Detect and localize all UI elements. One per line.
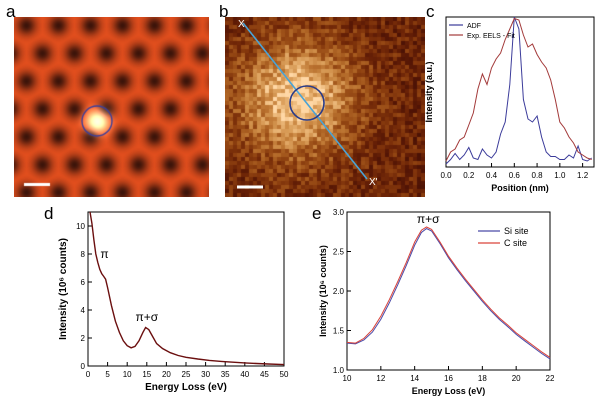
series-line-2 [445,17,592,162]
x-tick-label: 40 [240,370,249,379]
x-tick-label: 20 [512,374,521,383]
x-tick-label: 0.6 [509,171,521,180]
chart-e: 10 12 14 16 18 20 22 1.0 1.5 2.0 2.5 3.0 Energy Loss… [318,208,555,396]
panel-label-e: e [312,204,322,223]
y-tick-label: 10 [76,222,85,231]
x-tick-label: 15 [142,370,151,379]
x-tick-label: 22 [546,374,555,383]
x-tick-label: 18 [478,374,487,383]
x-tick-label: 50 [280,370,289,379]
y-axis-label: Intensity (a.u.) [424,61,434,122]
x-axis-label: Position (nm) [491,183,549,193]
plot-frame [445,16,595,168]
panel-label-d: d [44,204,54,223]
series-line-1 [346,228,551,360]
y-tick-label: 2 [81,334,86,343]
y-tick-label: 0 [81,362,86,371]
series-line-1 [445,16,592,165]
chart-c: 0.0 0.2 0.4 0.6 0.8 1.0 1.2 Position (nm) Intens… [424,16,595,193]
x-tick-label: 0 [86,370,91,379]
x-tick-label: 35 [221,370,230,379]
panel-label-b: b [219,2,229,21]
x-tick-label: 0.8 [532,171,544,180]
linescan-line [242,22,368,180]
x-tick-label: 25 [182,370,191,379]
annotation: π+σ [417,212,440,226]
x-tick-label: 12 [376,374,385,383]
adf-image [14,17,209,197]
x-tick-label: 10 [343,374,352,383]
y-tick-label: 8 [81,250,86,259]
x-tick-label: 10 [123,370,132,379]
y-tick-label: 3.0 [333,208,345,217]
y-axis-label: Intensity (10⁶ counts) [58,238,69,340]
site-marker-circle [289,85,325,121]
x-axis-label: Energy Loss (eV) [412,386,486,396]
x-tick-label: 16 [444,374,453,383]
series-line-1 [89,211,285,366]
plot-frame [87,211,285,367]
y-tick-label: 1.5 [333,327,345,336]
x-tick-label: 5 [105,370,110,379]
x-tick-label: 1.0 [554,171,566,180]
x-tick-label: 0.2 [463,171,475,180]
eels-map-image: X X' [225,17,425,197]
chart-d: 0 5 10 15 20 25 30 35 40 45 50 0 2 4 6 8 10 Energy Loss (… [58,211,289,393]
legend-label: Exp. EELS - Fit [467,33,515,40]
x-tick-label: 0.4 [486,171,498,180]
linescan-start-label: X [238,19,245,30]
legend-label: C site [504,238,527,248]
y-tick-label: 6 [81,278,86,287]
y-tick-label: 4 [81,306,86,315]
y-tick-label: 2.5 [333,248,345,257]
panel-label-a: a [6,2,16,21]
x-tick-label: 1.2 [577,171,589,180]
x-axis-label: Energy Loss (eV) [145,382,227,393]
x-tick-label: 45 [260,370,269,379]
panel-label-c: c [426,2,435,21]
linescan-end-label: X' [369,177,378,188]
annotation: π+σ [135,310,158,324]
legend-label: Si site [504,226,529,236]
x-tick-label: 30 [201,370,210,379]
x-tick-label: 14 [410,374,419,383]
y-axis-label: Intensity (10⁶ counts) [318,245,328,337]
y-tick-label: 1.0 [333,366,345,375]
legend-label: ADF [467,23,481,30]
x-tick-label: 0.0 [440,171,452,180]
x-tick-label: 20 [162,370,171,379]
y-tick-label: 2.0 [333,287,345,296]
eels-map-overlay: X X' [237,19,378,189]
series-line-2 [346,226,551,358]
annotation: π [100,247,108,261]
